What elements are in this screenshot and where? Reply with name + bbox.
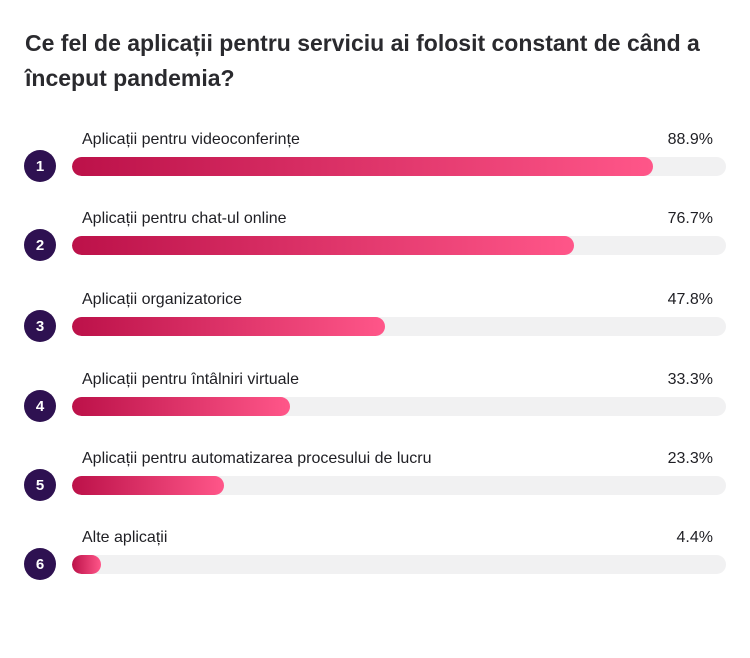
bar-row: Aplicații organizatorice 47.8% 3: [0, 290, 750, 350]
bar-value-label: 4.4%: [676, 529, 713, 546]
bar-track: [72, 476, 726, 495]
rank-badge: 1: [24, 150, 56, 182]
rank-badge: 3: [24, 310, 56, 342]
bar-value-label: 76.7%: [667, 210, 713, 227]
bar-value-label: 23.3%: [667, 450, 713, 467]
bar-track: [72, 236, 726, 255]
bar-track: [72, 317, 726, 336]
bar-label: Aplicații pentru întâlniri virtuale: [82, 371, 299, 388]
rank-badge: 4: [24, 390, 56, 422]
bar-row: Aplicații pentru chat-ul online 76.7% 2: [0, 209, 750, 269]
rank-badge: 2: [24, 229, 56, 261]
bar-fill: [72, 317, 385, 336]
rank-badge: 5: [24, 469, 56, 501]
bar-fill: [72, 236, 574, 255]
bar-row: Aplicații pentru întâlniri virtuale 33.3…: [0, 370, 750, 430]
bar-fill: [72, 157, 654, 176]
bar-row: Alte aplicații 4.4% 6: [0, 528, 750, 588]
bar-fill: [72, 397, 290, 416]
bar-fill: [72, 555, 101, 574]
chart-title: Ce fel de aplicații pentru serviciu ai f…: [25, 30, 700, 91]
rank-badge: 6: [24, 548, 56, 580]
bar-label: Alte aplicații: [82, 529, 168, 546]
bar-fill: [72, 476, 225, 495]
bar-label: Aplicații pentru videoconferințe: [82, 131, 300, 148]
bar-value-label: 88.9%: [667, 131, 713, 148]
bar-value-label: 47.8%: [667, 291, 713, 308]
bar-label: Aplicații organizatorice: [82, 291, 243, 308]
bar-row: Aplicații pentru automatizarea procesulu…: [0, 449, 750, 509]
bar-track: [72, 555, 726, 574]
bar-row: Aplicații pentru videoconferințe 88.9% 1: [0, 130, 750, 190]
bar-track: [72, 157, 726, 176]
bar-track: [72, 397, 726, 416]
bar-value-label: 33.3%: [667, 371, 713, 388]
bar-label: Aplicații pentru automatizarea procesulu…: [82, 450, 432, 467]
bar-label: Aplicații pentru chat-ul online: [82, 210, 287, 227]
